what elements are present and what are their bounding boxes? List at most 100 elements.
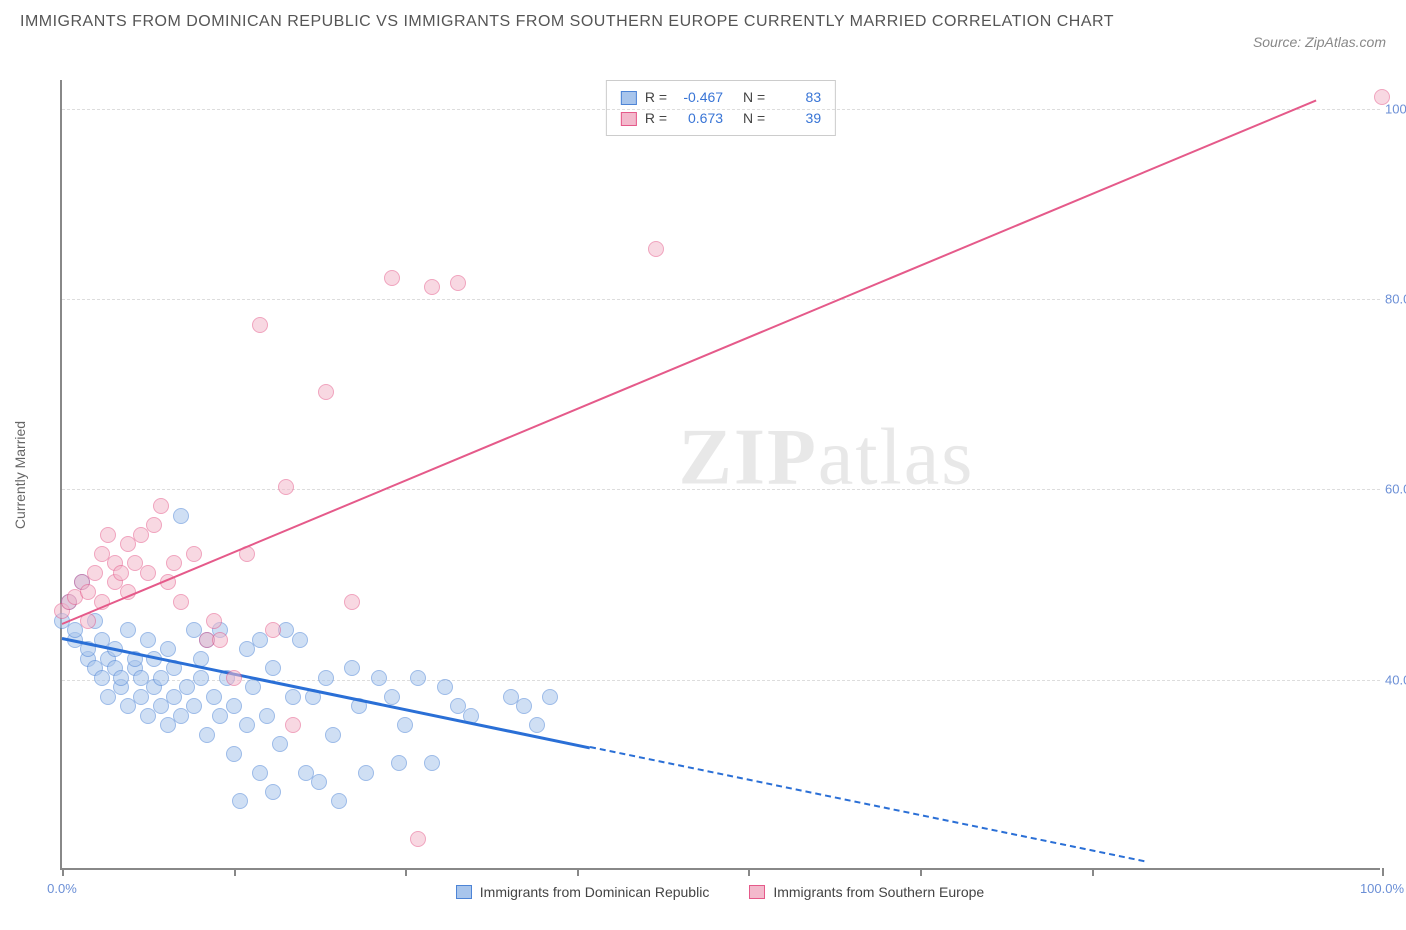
x-tick <box>405 868 407 876</box>
data-point <box>1374 89 1390 105</box>
data-point <box>199 727 215 743</box>
data-point <box>397 717 413 733</box>
data-point <box>120 622 136 638</box>
x-tick <box>577 868 579 876</box>
stats-r-label: R = <box>645 108 667 129</box>
data-point <box>344 594 360 610</box>
data-point <box>424 279 440 295</box>
stats-n-label: N = <box>743 108 765 129</box>
data-point <box>87 565 103 581</box>
data-point <box>206 613 222 629</box>
data-point <box>265 660 281 676</box>
data-point <box>292 632 308 648</box>
data-point <box>371 670 387 686</box>
data-point <box>424 755 440 771</box>
data-point <box>100 527 116 543</box>
legend-swatch-2 <box>749 885 765 899</box>
data-point <box>325 727 341 743</box>
data-point <box>285 689 301 705</box>
y-tick-label: 60.0% <box>1385 482 1406 497</box>
data-point <box>331 793 347 809</box>
data-point <box>285 717 301 733</box>
data-point <box>173 594 189 610</box>
swatch-series-2 <box>621 112 637 126</box>
swatch-series-1 <box>621 91 637 105</box>
data-point <box>239 717 255 733</box>
data-point <box>529 717 545 733</box>
data-point <box>160 641 176 657</box>
plot-area: ZIPatlas R = -0.467 N = 83 R = 0.673 N =… <box>60 80 1380 870</box>
data-point <box>437 679 453 695</box>
y-axis-label: Currently Married <box>12 421 28 529</box>
data-point <box>232 793 248 809</box>
legend-label-2: Immigrants from Southern Europe <box>773 884 984 900</box>
y-tick-label: 80.0% <box>1385 291 1406 306</box>
data-point <box>140 632 156 648</box>
data-point <box>384 270 400 286</box>
data-point <box>542 689 558 705</box>
bottom-legend: Immigrants from Dominican Republic Immig… <box>60 884 1380 900</box>
data-point <box>226 670 242 686</box>
y-tick-label: 40.0% <box>1385 672 1406 687</box>
data-point <box>206 689 222 705</box>
data-point <box>358 765 374 781</box>
gridline <box>62 489 1380 490</box>
stats-r-value-2: 0.673 <box>675 108 723 129</box>
data-point <box>245 679 261 695</box>
data-point <box>410 831 426 847</box>
gridline <box>62 109 1380 110</box>
data-point <box>173 508 189 524</box>
data-point <box>516 698 532 714</box>
data-point <box>318 384 334 400</box>
stats-n-value-1: 83 <box>773 87 821 108</box>
legend-label-1: Immigrants from Dominican Republic <box>480 884 710 900</box>
data-point <box>384 689 400 705</box>
chart-title: IMMIGRANTS FROM DOMINICAN REPUBLIC VS IM… <box>20 10 1114 34</box>
data-point <box>265 622 281 638</box>
gridline <box>62 299 1380 300</box>
legend-item-1: Immigrants from Dominican Republic <box>456 884 710 900</box>
data-point <box>226 698 242 714</box>
data-point <box>166 555 182 571</box>
data-point <box>410 670 426 686</box>
stats-row-series-1: R = -0.467 N = 83 <box>621 87 821 108</box>
trend-line <box>590 746 1145 862</box>
chart-container: Currently Married ZIPatlas R = -0.467 N … <box>60 80 1380 870</box>
data-point <box>140 565 156 581</box>
stats-r-value-1: -0.467 <box>675 87 723 108</box>
data-point <box>186 546 202 562</box>
trend-line <box>62 99 1317 624</box>
data-point <box>391 755 407 771</box>
stats-n-value-2: 39 <box>773 108 821 129</box>
x-tick <box>1382 868 1384 876</box>
stats-row-series-2: R = 0.673 N = 39 <box>621 108 821 129</box>
data-point <box>272 736 288 752</box>
x-tick <box>920 868 922 876</box>
data-point <box>153 498 169 514</box>
legend-swatch-1 <box>456 885 472 899</box>
data-point <box>278 479 294 495</box>
data-point <box>252 765 268 781</box>
data-point <box>450 275 466 291</box>
stats-r-label: R = <box>645 87 667 108</box>
data-point <box>146 517 162 533</box>
source-attribution: Source: ZipAtlas.com <box>1253 34 1386 50</box>
data-point <box>259 708 275 724</box>
data-point <box>186 698 202 714</box>
data-point <box>648 241 664 257</box>
y-tick-label: 100.0% <box>1385 101 1406 116</box>
data-point <box>344 660 360 676</box>
data-point <box>252 317 268 333</box>
legend-item-2: Immigrants from Southern Europe <box>749 884 984 900</box>
x-tick <box>62 868 64 876</box>
data-point <box>193 670 209 686</box>
data-point <box>212 632 228 648</box>
data-point <box>311 774 327 790</box>
data-point <box>265 784 281 800</box>
data-point <box>318 670 334 686</box>
stats-n-label: N = <box>743 87 765 108</box>
x-tick <box>748 868 750 876</box>
x-tick <box>1092 868 1094 876</box>
data-point <box>226 746 242 762</box>
x-tick <box>234 868 236 876</box>
